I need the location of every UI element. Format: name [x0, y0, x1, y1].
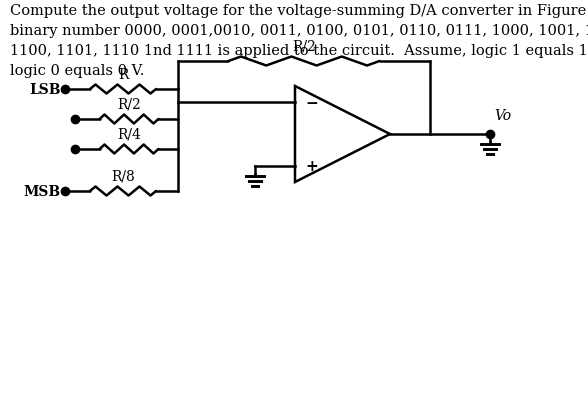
Text: R/4: R/4 — [117, 128, 141, 142]
Text: MSB: MSB — [24, 184, 61, 198]
Text: LSB: LSB — [29, 83, 61, 97]
Text: R/8: R/8 — [111, 170, 135, 184]
Text: R/2: R/2 — [117, 98, 141, 112]
Text: R: R — [118, 68, 128, 82]
Text: Compute the output voltage for the voltage-summing D/A converter in Figure 3 if : Compute the output voltage for the volta… — [10, 4, 588, 78]
Text: −: − — [305, 95, 318, 110]
Text: Vo: Vo — [494, 109, 511, 123]
Text: +: + — [305, 159, 318, 174]
Text: R/2: R/2 — [292, 40, 316, 54]
